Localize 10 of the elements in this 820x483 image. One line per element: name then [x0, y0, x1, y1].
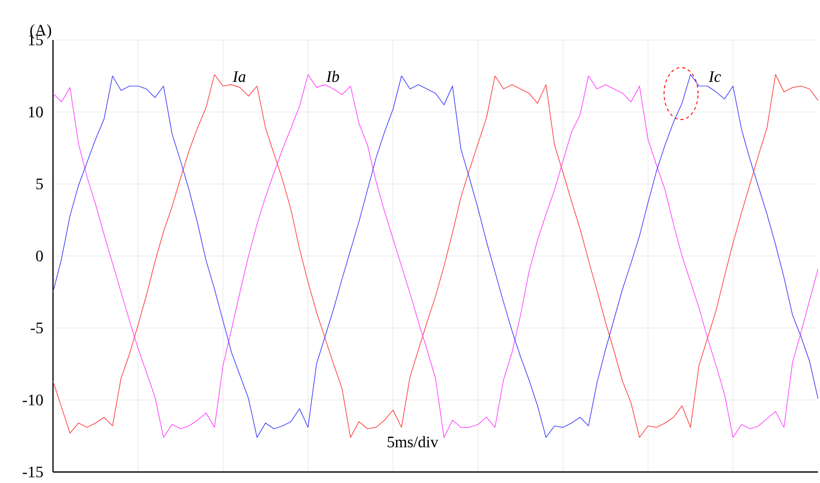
y-tick-label: 0 [36, 250, 43, 262]
series-label: Ic [708, 71, 721, 82]
y-tick-label: 10 [28, 106, 43, 118]
y-tick-label: -15 [22, 466, 43, 478]
y-tick-label: -5 [30, 322, 43, 334]
series-label: Ib [326, 70, 340, 82]
y-tick-label: -10 [22, 394, 43, 406]
y-tick-label: 5 [36, 178, 43, 190]
annotation: 5ms/div [388, 436, 438, 448]
series-label: Ia [232, 71, 246, 82]
